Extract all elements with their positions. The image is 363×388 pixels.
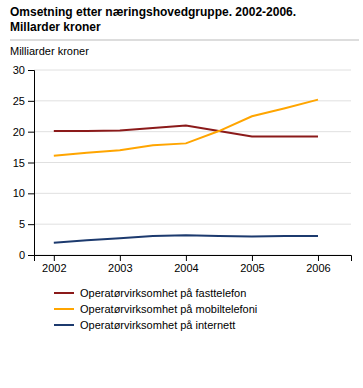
x-tick-label: 2005 xyxy=(240,262,264,274)
y-tick-label: 20 xyxy=(13,126,25,138)
y-tick-mark xyxy=(28,193,34,194)
subtitle: Millarder kroner xyxy=(10,20,101,34)
grid-line xyxy=(34,224,351,225)
legend-label: Operatørvirksomhet på mobiltelefoni xyxy=(80,303,257,315)
y-tick: 25 xyxy=(13,95,34,107)
x-tick-mark xyxy=(318,255,319,261)
y-axis-title: Milliarder kroner xyxy=(10,45,89,57)
legend-label: Operatørvirksomhet på internett xyxy=(80,319,235,331)
y-tick-label: 30 xyxy=(13,64,25,76)
legend-item: Operatørvirksomhet på fasttelefon xyxy=(54,287,246,299)
y-tick: 15 xyxy=(13,157,34,169)
y-tick-mark xyxy=(28,163,34,164)
legend-label: Operatørvirksomhet på fasttelefon xyxy=(80,287,246,299)
series-line xyxy=(54,235,318,242)
y-tick-mark xyxy=(28,255,34,256)
grid-line xyxy=(34,70,351,71)
y-tick-label: 15 xyxy=(13,157,25,169)
lines xyxy=(54,100,318,243)
grid-line xyxy=(34,193,351,194)
grid xyxy=(34,70,351,255)
y-tick-label: 5 xyxy=(19,218,25,230)
chart: Omsetning etter næringshovedgruppe. 2002… xyxy=(0,0,363,388)
y-tick-mark xyxy=(28,70,34,71)
y-tick: 0 xyxy=(19,249,34,261)
x-tick: 2003 xyxy=(108,255,132,274)
series-line xyxy=(54,100,318,156)
x-tick-label: 2002 xyxy=(42,262,66,274)
separator xyxy=(10,40,359,41)
y-tick-mark xyxy=(28,101,34,102)
y-tick: 5 xyxy=(19,218,34,230)
x-tick-mark xyxy=(186,255,187,261)
grid-line xyxy=(34,100,351,101)
legend-item: Operatørvirksomhet på internett xyxy=(54,319,235,331)
y-tick: 10 xyxy=(13,187,34,199)
y-axis: 0 5 10 15 20 25 30 xyxy=(13,64,35,261)
x-axis-line xyxy=(35,256,352,262)
x-tick-label: 2006 xyxy=(306,262,330,274)
y-tick: 20 xyxy=(13,126,34,138)
legend-swatch xyxy=(54,308,74,310)
y-tick-mark xyxy=(28,132,34,133)
legend: Operatørvirksomhet på fasttelefon Operatø… xyxy=(54,287,257,331)
x-tick-mark xyxy=(120,255,121,261)
y-tick-mark xyxy=(28,224,34,225)
y-tick: 30 xyxy=(13,64,34,76)
x-tick: 2006 xyxy=(306,255,330,274)
legend-swatch xyxy=(54,324,74,326)
plot-area: 2002 2003 2004 2005 2006 0 5 10 15 20 25 30 xyxy=(13,64,352,274)
x-tick-mark xyxy=(252,255,253,261)
legend-swatch xyxy=(54,292,74,294)
x-tick-label: 2004 xyxy=(174,262,198,274)
x-tick-mark xyxy=(54,255,55,261)
x-axis: 2002 2003 2004 2005 2006 xyxy=(35,255,352,274)
x-tick-label: 2003 xyxy=(108,262,132,274)
y-axis-line xyxy=(28,71,35,256)
x-tick: 2002 xyxy=(42,255,66,274)
legend-item: Operatørvirksomhet på mobiltelefoni xyxy=(54,303,257,315)
y-tick-label: 0 xyxy=(19,249,25,261)
x-tick: 2005 xyxy=(240,255,264,274)
series-line xyxy=(54,126,318,137)
y-tick-label: 25 xyxy=(13,95,25,107)
x-tick: 2004 xyxy=(174,255,198,274)
title: Omsetning etter næringshovedgruppe. 2002… xyxy=(10,5,296,19)
y-tick-label: 10 xyxy=(13,187,25,199)
grid-line xyxy=(34,162,351,163)
